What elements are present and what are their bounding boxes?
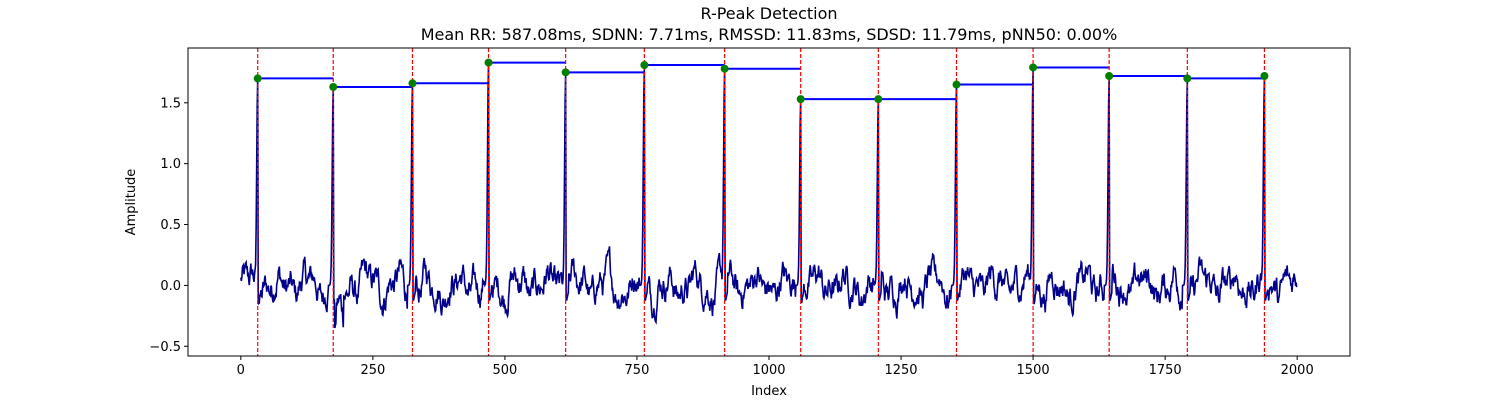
r-peak-marker-3 [484,58,493,67]
y-tick-label: 0.0 [160,279,181,294]
r-peak-markers [253,58,1269,104]
ecg-signal [240,62,1298,329]
r-peak-marker-2 [408,79,417,88]
plot-area-frame [187,47,1351,357]
r-peak-marker-0 [253,74,262,83]
r-peak-marker-13 [1260,72,1269,80]
chart-subtitle: Mean RR: 587.08ms, SDNN: 7.71ms, RMSSD: … [421,25,1118,44]
x-tick-label: 2000 [1281,363,1314,378]
x-tick-label: 1250 [884,363,917,378]
y-axis-label: Amplitude [124,169,139,236]
r-peak-marker-8 [874,95,883,104]
y-tick-label: 0.5 [160,218,181,233]
r-peak-marker-9 [952,80,961,89]
r-peak-marker-7 [796,95,805,104]
x-tick-label: 500 [492,363,517,378]
r-peak-marker-4 [561,68,570,77]
y-tick-label: 1.5 [160,96,181,111]
ecg-signal-line [240,62,1298,329]
r-peak-marker-5 [640,61,649,70]
x-axis-ticks: 0 250 500 750 1000 1250 1500 1750 2000 [237,356,1314,378]
x-axis-label: Index [751,384,787,399]
r-peak-marker-10 [1029,63,1038,72]
x-tick-label: 0 [237,363,245,378]
y-axis-ticks: −0.5 0.0 0.5 1.0 1.5 [149,96,188,355]
rr-interval-segments [257,61,1265,101]
chart-title: R-Peak Detection [700,4,837,23]
y-tick-label: 1.0 [160,157,181,172]
r-peak-marker-12 [1183,74,1192,83]
x-tick-label: 1750 [1149,363,1182,378]
r-peak-lines [257,48,1266,356]
r-peak-marker-6 [720,64,729,73]
r-peak-marker-11 [1105,72,1114,80]
y-tick-label: −0.5 [149,340,181,355]
x-tick-label: 1500 [1017,363,1050,378]
r-peak-marker-1 [329,82,338,91]
x-tick-label: 750 [625,363,650,378]
x-tick-label: 1000 [752,363,785,378]
x-tick-label: 250 [360,363,385,378]
